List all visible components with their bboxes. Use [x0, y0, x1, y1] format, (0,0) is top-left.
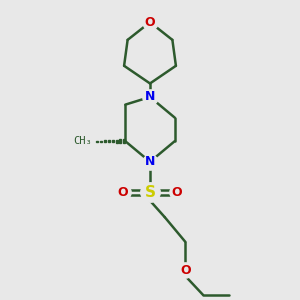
Polygon shape: [108, 140, 110, 142]
Text: N: N: [145, 91, 155, 103]
Text: O: O: [118, 186, 128, 199]
Polygon shape: [104, 140, 106, 142]
Polygon shape: [96, 141, 98, 142]
Text: CH₃: CH₃: [74, 136, 92, 146]
Text: N: N: [145, 155, 155, 168]
Text: S: S: [145, 185, 155, 200]
Text: O: O: [145, 16, 155, 29]
Polygon shape: [100, 140, 102, 142]
Polygon shape: [123, 139, 125, 143]
Polygon shape: [116, 140, 118, 142]
Polygon shape: [112, 140, 114, 142]
Text: O: O: [172, 186, 182, 199]
Polygon shape: [119, 140, 122, 143]
Text: O: O: [180, 264, 190, 277]
